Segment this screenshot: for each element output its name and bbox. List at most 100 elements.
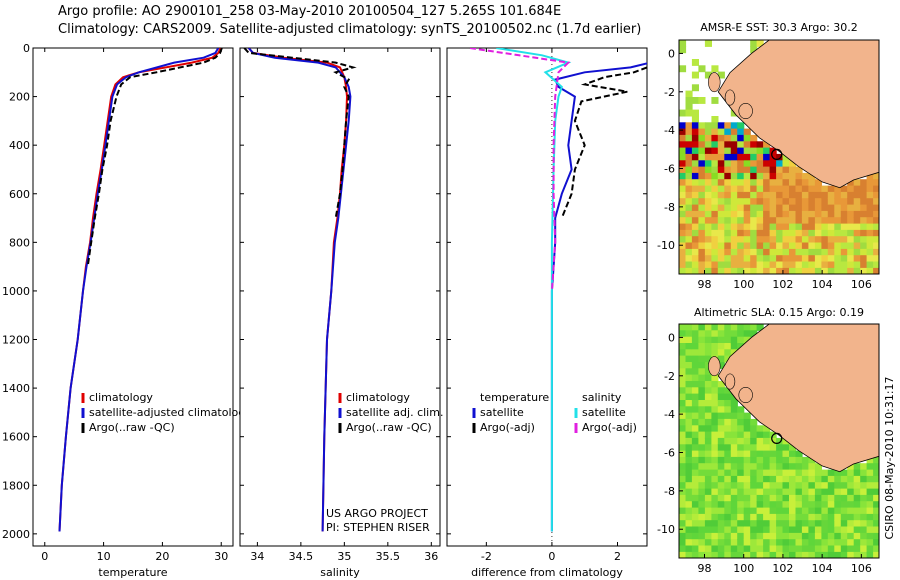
map-grid-cell-sst <box>685 141 693 149</box>
map-grid-cell-sla <box>704 507 712 515</box>
map-grid-cell-sst <box>801 255 809 263</box>
project-annotation: US ARGO PROJECT <box>326 507 428 520</box>
map-grid-cell-sla <box>691 343 699 350</box>
map-grid-cell-sla <box>691 374 699 382</box>
map-grid-cell-sla <box>801 545 809 553</box>
map-grid-cell-sla <box>776 539 784 547</box>
map-grid-cell-sla <box>827 532 835 540</box>
map-grid-cell-sla <box>808 469 816 477</box>
map-grid-cell-sst <box>827 191 835 199</box>
map-grid-cell-sst <box>821 204 829 212</box>
map-grid-cell-sla <box>743 551 751 558</box>
map-grid-cell-sla <box>685 501 693 509</box>
map-grid-cell-sst <box>763 172 771 180</box>
map-grid-cell-sst <box>717 267 725 274</box>
legend-label-difference: Argo(-adj) <box>582 421 637 434</box>
map-grid-cell-sla <box>704 368 712 376</box>
map-grid-cell-sst <box>763 236 771 244</box>
map-grid-cell-sla <box>801 482 809 490</box>
map-grid-cell-sla <box>795 475 803 483</box>
map-grid-cell-sst <box>711 261 719 269</box>
map-grid-cell-sla <box>704 400 712 407</box>
map-grid-cell-sst <box>808 248 816 256</box>
map-grid-cell-sla <box>743 513 751 521</box>
map-grid-cell-sla <box>704 532 712 540</box>
map-grid-cell-sst <box>724 198 732 206</box>
map-grid-cell-sst <box>795 185 803 193</box>
map-grid-cell-sst <box>860 229 868 237</box>
map-grid-cell-sla <box>737 330 745 338</box>
map-grid-cell-sst <box>737 242 745 250</box>
map-grid-cell-sst <box>743 185 751 193</box>
map-grid-cell-sla <box>717 418 725 426</box>
map-grid-cell-sst <box>724 223 732 231</box>
map-grid-cell-sla <box>776 450 784 458</box>
map-grid-cell-sla <box>730 444 738 452</box>
map-grid-cell-sla <box>711 501 719 509</box>
map-grid-cell-sst <box>840 204 848 212</box>
map-grid-cell-sla <box>730 551 738 558</box>
map-grid-cell-sla <box>750 526 758 534</box>
map-grid-cell-sst <box>685 179 693 187</box>
map-grid-cell-sla <box>782 507 790 515</box>
map-grid-cell-sla <box>814 475 822 483</box>
map-grid-cell-sst <box>782 160 790 168</box>
map-grid-cell-sst <box>756 255 764 263</box>
map-grid-cell-sst <box>827 267 835 274</box>
map-grid-cell-sla <box>730 431 738 439</box>
map-grid-cell-sla <box>750 507 758 515</box>
map-grid-cell-sst <box>840 261 848 269</box>
map-grid-cell-sst <box>866 191 874 199</box>
map-grid-cell-sst <box>763 255 771 263</box>
map-grid-cell-sla <box>873 513 879 521</box>
map-grid-cell-sla <box>782 463 790 471</box>
map-grid-cell-sst <box>704 134 712 142</box>
map-grid-cell-sla <box>769 463 777 471</box>
map-grid-cell-sla <box>743 330 751 338</box>
map-grid-cell-sla <box>704 488 712 496</box>
map-grid-cell-sst <box>756 191 764 199</box>
map-grid-cell-sla <box>698 469 706 477</box>
map-grid-cell-sst <box>724 217 732 225</box>
map-grid-cell-sla <box>730 437 738 445</box>
y-tick-label-temperature: 400 <box>9 139 30 152</box>
map-grid-cell-sla <box>724 400 732 407</box>
map-grid-cell-sst <box>827 248 835 256</box>
map-grid-cell-sst <box>840 210 848 218</box>
map-grid-cell-sla <box>737 324 745 331</box>
map-grid-cell-sst <box>737 217 745 225</box>
map-grid-cell-sla <box>801 501 809 509</box>
map-grid-cell-sla <box>679 330 687 338</box>
map-grid-cell-sla <box>853 494 861 502</box>
map-grid-cell-sla <box>717 469 725 477</box>
map-grid-cell-sla <box>840 526 848 534</box>
map-grid-cell-sla <box>847 539 855 547</box>
map-grid-cell-sla <box>750 450 758 458</box>
map-grid-cell-sla <box>756 425 764 433</box>
map-grid-cell-sst <box>795 179 803 187</box>
map-grid-cell-sla <box>679 513 687 521</box>
map-grid-cell-sla <box>724 387 732 395</box>
map-grid-cell-sla <box>763 532 771 540</box>
map-grid-cell-sla <box>776 545 784 553</box>
map-grid-cell-sla <box>814 520 822 528</box>
map-grid-cell-sla <box>691 349 699 357</box>
map-grid-cell-sla <box>847 488 855 496</box>
map-grid-cell-sla <box>853 526 861 534</box>
map-grid-cell-sst <box>866 210 874 218</box>
map-grid-cell-sla <box>685 513 693 521</box>
map-grid-cell-sla <box>679 501 687 509</box>
map-grid-cell-sst <box>730 236 738 244</box>
map-grid-cell-sla <box>743 336 751 344</box>
map-grid-cell-sla <box>717 456 725 464</box>
map-grid-cell-sst <box>679 185 687 193</box>
map-y-tick-label-sla: -8 <box>664 485 675 498</box>
map-grid-cell-sst <box>814 267 822 274</box>
map-grid-cell-sst <box>737 172 745 180</box>
map-grid-cell-sst <box>698 267 706 274</box>
map-grid-cell-sst <box>685 153 693 161</box>
map-grid-cell-sla <box>691 494 699 502</box>
map-grid-cell-sst <box>750 267 758 274</box>
map-grid-cell-sst <box>808 229 816 237</box>
map-grid-cell-sla <box>834 475 842 483</box>
